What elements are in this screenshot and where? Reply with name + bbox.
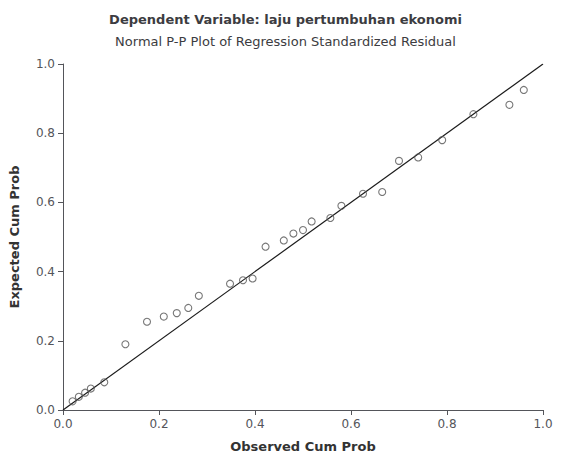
svg-text:0.6: 0.6 xyxy=(36,195,55,209)
svg-text:0.2: 0.2 xyxy=(36,334,55,348)
svg-text:0.6: 0.6 xyxy=(341,417,360,431)
svg-text:Expected Cum Prob: Expected Cum Prob xyxy=(7,166,22,309)
svg-text:Normal P-P Plot of Regression: Normal P-P Plot of Regression Standardiz… xyxy=(115,34,456,49)
svg-text:1.0: 1.0 xyxy=(36,57,55,71)
svg-text:0.4: 0.4 xyxy=(245,417,264,431)
svg-text:0.8: 0.8 xyxy=(437,417,456,431)
svg-text:0.2: 0.2 xyxy=(149,417,168,431)
svg-text:0.4: 0.4 xyxy=(36,265,55,279)
svg-text:Dependent Variable: laju pertu: Dependent Variable: laju pertumbuhan eko… xyxy=(109,12,462,27)
svg-text:1.0: 1.0 xyxy=(533,417,552,431)
svg-text:Observed Cum Prob: Observed Cum Prob xyxy=(230,439,376,454)
svg-text:0.0: 0.0 xyxy=(53,417,72,431)
svg-text:0.0: 0.0 xyxy=(36,403,55,417)
svg-text:0.8: 0.8 xyxy=(36,126,55,140)
